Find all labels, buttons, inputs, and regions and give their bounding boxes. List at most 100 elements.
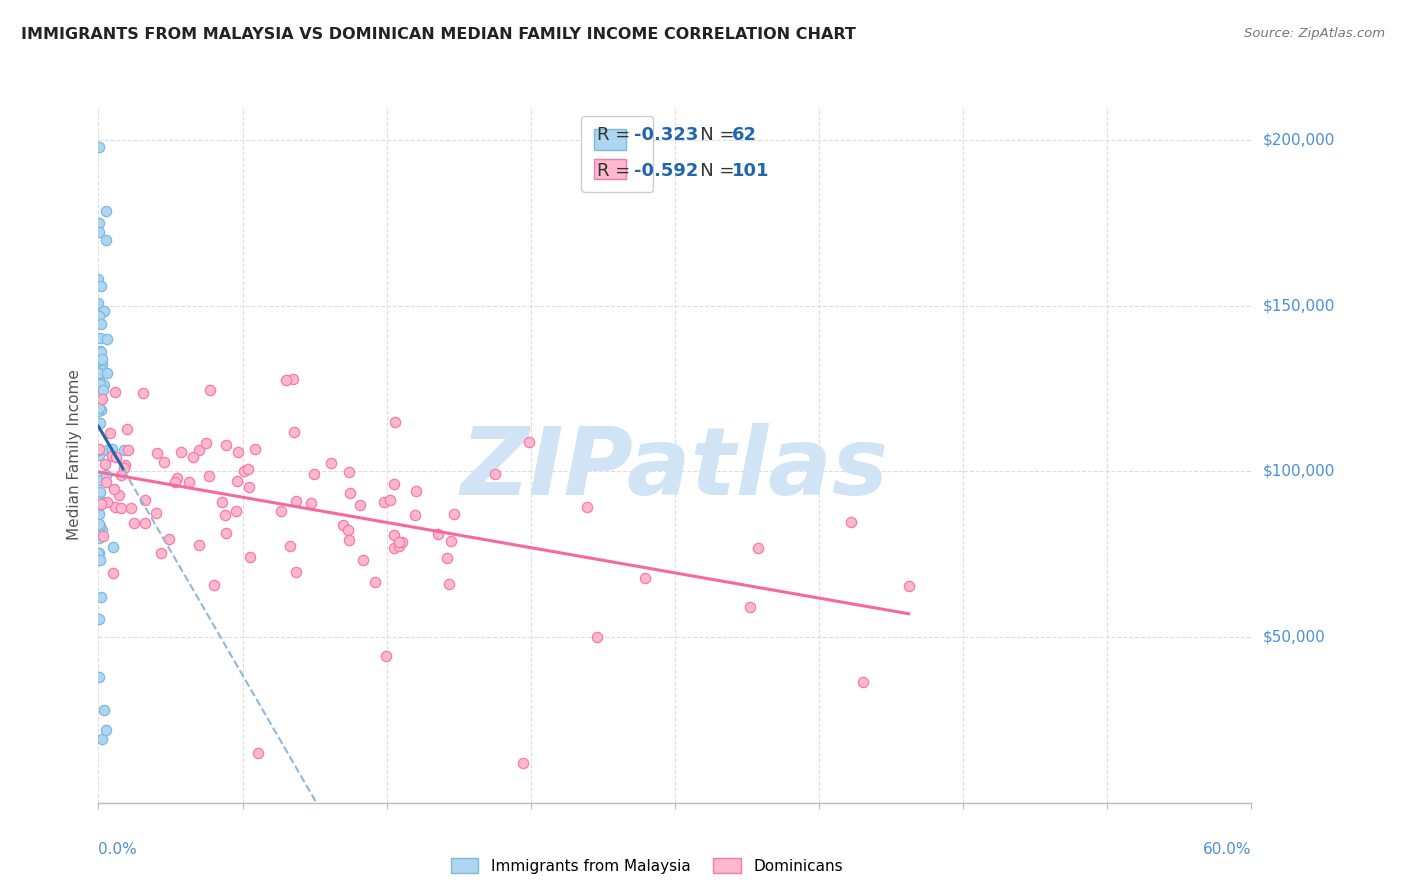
Point bbox=[89, 552, 111, 566]
Point bbox=[89, 416, 111, 430]
Point bbox=[94, 233, 117, 247]
Point bbox=[90, 345, 112, 359]
Point bbox=[104, 450, 127, 464]
Point bbox=[225, 503, 247, 517]
Point bbox=[87, 448, 110, 462]
Text: ZIPatlas: ZIPatlas bbox=[461, 423, 889, 515]
Point bbox=[90, 317, 112, 331]
Point bbox=[89, 216, 111, 230]
Point bbox=[405, 483, 427, 498]
Point bbox=[91, 524, 114, 538]
Point bbox=[104, 384, 127, 399]
Point bbox=[90, 494, 112, 508]
Point bbox=[90, 497, 112, 511]
Point bbox=[117, 443, 139, 458]
Point bbox=[426, 527, 449, 541]
Point bbox=[270, 504, 292, 518]
Point bbox=[87, 612, 110, 626]
Point bbox=[198, 384, 221, 398]
Point bbox=[484, 467, 506, 481]
Point bbox=[166, 471, 188, 485]
Point bbox=[132, 386, 155, 401]
Point bbox=[519, 435, 541, 450]
Point bbox=[91, 383, 114, 397]
Point bbox=[197, 469, 219, 483]
Point bbox=[284, 494, 307, 508]
Text: -0.323: -0.323 bbox=[634, 126, 699, 145]
Point bbox=[202, 578, 225, 592]
Point bbox=[87, 367, 110, 381]
Point bbox=[245, 442, 267, 457]
Point bbox=[110, 468, 132, 483]
Point bbox=[87, 495, 110, 509]
Point bbox=[101, 540, 124, 554]
Point bbox=[96, 366, 118, 380]
Point bbox=[228, 444, 250, 458]
Point bbox=[87, 375, 110, 389]
Point bbox=[391, 535, 413, 549]
Point bbox=[352, 552, 374, 566]
Point bbox=[382, 541, 405, 555]
Point bbox=[195, 435, 218, 450]
Point bbox=[233, 464, 256, 478]
Point bbox=[179, 475, 201, 489]
Point bbox=[94, 475, 117, 489]
Point bbox=[89, 384, 111, 399]
Point bbox=[87, 546, 110, 560]
Point bbox=[897, 579, 920, 593]
Point bbox=[112, 460, 135, 475]
Point bbox=[576, 500, 599, 515]
Text: 101: 101 bbox=[733, 161, 769, 180]
Point bbox=[134, 516, 156, 531]
Point bbox=[374, 648, 396, 663]
Point bbox=[145, 506, 167, 520]
Text: R =: R = bbox=[598, 161, 636, 180]
Text: $150,000: $150,000 bbox=[1263, 298, 1334, 313]
Point bbox=[93, 304, 115, 318]
Text: R =: R = bbox=[598, 126, 636, 145]
Point bbox=[337, 533, 360, 547]
Point bbox=[89, 330, 111, 344]
Point bbox=[634, 571, 657, 585]
Point bbox=[115, 422, 138, 436]
Point bbox=[388, 534, 411, 549]
Point bbox=[103, 566, 125, 581]
Point bbox=[87, 272, 110, 286]
Point bbox=[114, 458, 136, 472]
Point bbox=[91, 351, 114, 366]
Point bbox=[384, 415, 406, 429]
Point bbox=[839, 515, 862, 529]
Point bbox=[110, 500, 132, 515]
Point bbox=[87, 403, 110, 417]
Point bbox=[134, 493, 156, 508]
Point bbox=[238, 480, 260, 494]
Point bbox=[321, 456, 343, 470]
Point bbox=[87, 353, 110, 368]
Point bbox=[96, 468, 118, 483]
Point bbox=[89, 377, 111, 392]
Point bbox=[94, 204, 117, 219]
Point bbox=[211, 494, 233, 508]
Point bbox=[149, 546, 172, 560]
Point bbox=[90, 591, 112, 605]
Point bbox=[87, 296, 110, 310]
Point bbox=[89, 310, 111, 324]
Point bbox=[87, 226, 110, 240]
Point bbox=[183, 450, 205, 464]
Point bbox=[101, 449, 124, 463]
Point bbox=[90, 278, 112, 293]
Point bbox=[87, 401, 110, 416]
Point bbox=[94, 457, 117, 471]
Point bbox=[443, 507, 465, 521]
Point bbox=[378, 493, 401, 508]
Point bbox=[852, 675, 875, 690]
Point bbox=[153, 455, 176, 469]
Point bbox=[281, 372, 304, 386]
Point bbox=[122, 516, 145, 530]
Point bbox=[332, 518, 354, 533]
Point bbox=[108, 488, 131, 502]
Text: $200,000: $200,000 bbox=[1263, 133, 1334, 148]
Point bbox=[87, 670, 110, 684]
Text: Source: ZipAtlas.com: Source: ZipAtlas.com bbox=[1244, 27, 1385, 40]
Point bbox=[104, 500, 127, 514]
